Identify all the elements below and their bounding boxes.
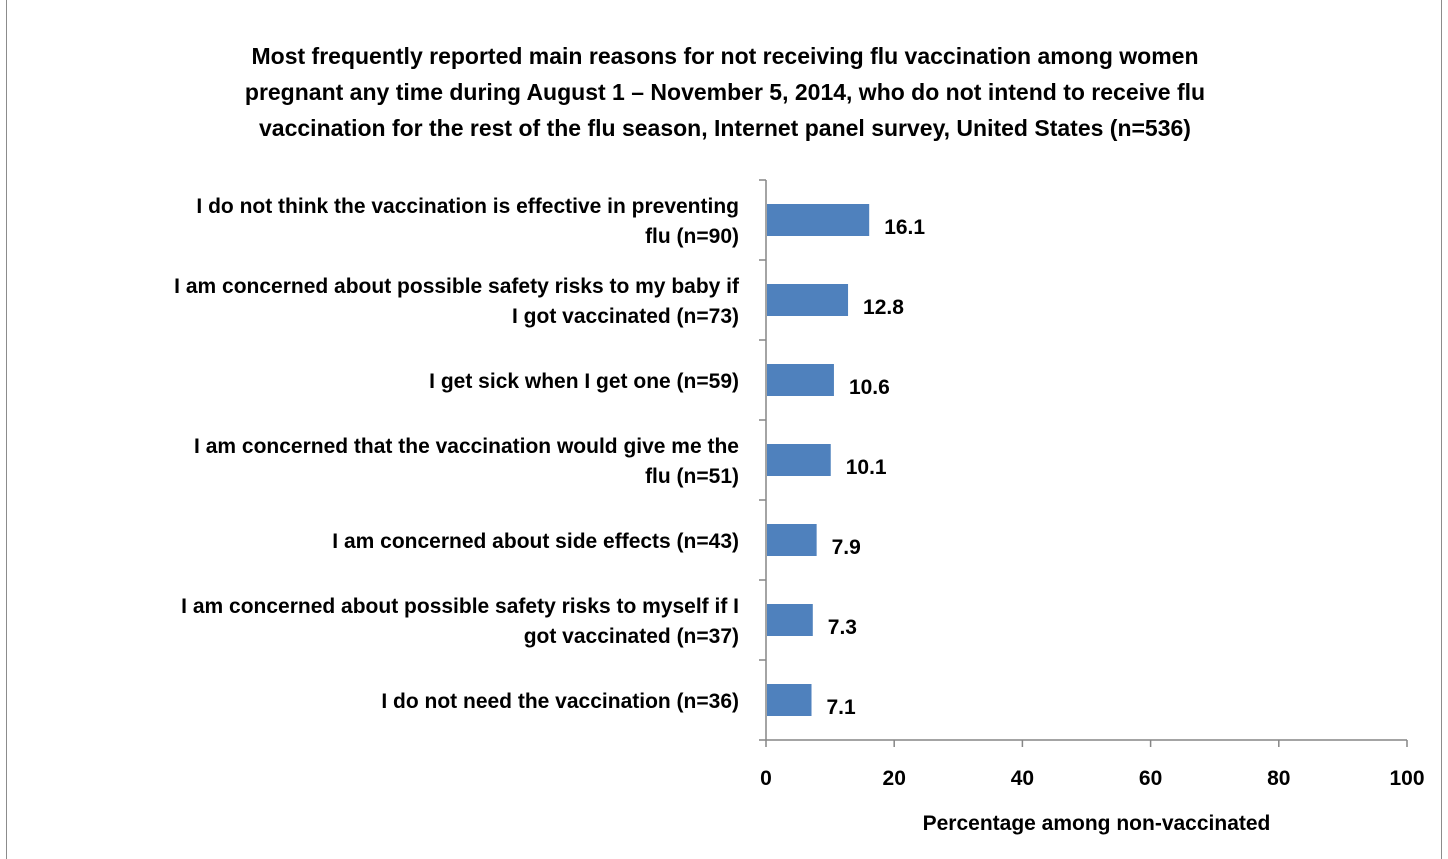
bar <box>767 684 812 716</box>
category-label: I do not need the vaccination (n=36) <box>381 690 739 713</box>
category-label: I am concerned that the vaccination woul… <box>194 435 739 458</box>
frame-right-border <box>1441 0 1442 859</box>
frame-left-border <box>6 0 7 859</box>
x-tick-label: 20 <box>883 767 906 790</box>
chart-title-line-1: Most frequently reported main reasons fo… <box>251 43 1199 69</box>
data-label: 7.1 <box>827 696 857 719</box>
category-label: flu (n=51) <box>645 465 739 488</box>
x-tick-label: 40 <box>1011 767 1034 790</box>
data-label: 10.1 <box>846 456 887 479</box>
category-label: got vaccinated (n=37) <box>524 625 739 648</box>
x-tick-label: 80 <box>1267 767 1290 790</box>
data-label: 12.8 <box>863 296 904 319</box>
chart-title: Most frequently reported main reasons fo… <box>120 38 1330 146</box>
category-label: I am concerned about possible safety ris… <box>181 595 739 618</box>
chart-title-line-2: pregnant any time during August 1 – Nove… <box>244 79 1206 105</box>
category-label: I got vaccinated (n=73) <box>512 305 739 328</box>
bar <box>767 284 849 316</box>
data-label: 10.6 <box>849 376 890 399</box>
x-tick-label: 60 <box>1139 767 1162 790</box>
x-tick-label: 100 <box>1389 767 1424 790</box>
bar <box>767 444 831 476</box>
bar <box>767 204 870 236</box>
category-label: I do not think the vaccination is effect… <box>196 195 739 218</box>
bar <box>767 524 817 556</box>
category-label: I am concerned about side effects (n=43) <box>332 530 739 553</box>
bar <box>767 604 813 636</box>
category-label: I am concerned about possible safety ris… <box>174 275 740 298</box>
category-label: I get sick when I get one (n=59) <box>429 370 739 393</box>
data-label: 16.1 <box>884 216 925 239</box>
data-label: 7.9 <box>832 536 861 559</box>
data-label: 7.3 <box>828 616 857 639</box>
chart-title-line-3: vaccination for the rest of the flu seas… <box>259 115 1191 141</box>
x-axis-title: Percentage among non-vaccinated <box>923 812 1271 835</box>
bar <box>767 364 834 396</box>
category-label: flu (n=90) <box>645 225 739 248</box>
plot-area: 0 20 40 60 80 100 Percentage among non-vaccina… <box>174 179 1425 835</box>
x-tick-label: 0 <box>760 767 772 790</box>
